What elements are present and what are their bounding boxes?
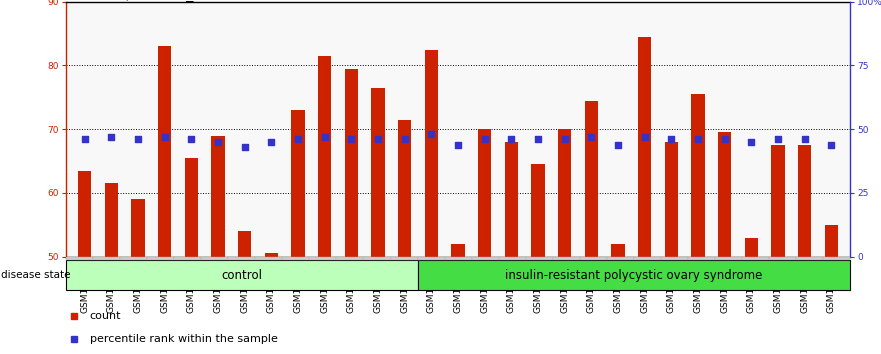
Bar xyxy=(185,158,198,257)
Point xyxy=(371,137,385,142)
Point xyxy=(397,137,411,142)
Point xyxy=(825,142,839,147)
Text: count: count xyxy=(90,311,121,321)
Bar xyxy=(665,142,678,257)
Point xyxy=(344,137,359,142)
Bar xyxy=(688,257,715,260)
Point xyxy=(211,139,226,145)
Bar xyxy=(337,257,364,260)
Point xyxy=(184,137,198,142)
Bar xyxy=(505,142,518,257)
Text: GDS3104 / 216357_at: GDS3104 / 216357_at xyxy=(66,0,209,1)
Bar xyxy=(292,110,305,257)
Point xyxy=(771,137,785,142)
Bar xyxy=(418,260,850,290)
Bar xyxy=(585,101,598,257)
Bar xyxy=(526,257,552,260)
Point xyxy=(691,137,705,142)
Bar xyxy=(607,257,633,260)
Bar xyxy=(559,129,572,257)
Bar xyxy=(744,238,759,257)
Point xyxy=(478,137,492,142)
Point xyxy=(238,144,252,150)
Point xyxy=(451,142,465,147)
Text: insulin-resistant polycystic ovary syndrome: insulin-resistant polycystic ovary syndr… xyxy=(505,269,763,282)
Bar xyxy=(78,171,92,257)
Bar xyxy=(372,88,385,257)
Bar xyxy=(66,257,93,260)
Bar xyxy=(451,244,465,257)
Bar xyxy=(742,257,769,260)
Bar xyxy=(93,257,120,260)
Bar xyxy=(692,94,705,257)
Bar xyxy=(580,257,607,260)
Point xyxy=(798,137,812,142)
Bar xyxy=(228,257,255,260)
Bar xyxy=(255,257,283,260)
Bar xyxy=(283,257,309,260)
Bar xyxy=(611,244,625,257)
Bar xyxy=(552,257,580,260)
Bar xyxy=(478,129,492,257)
Bar xyxy=(131,199,144,257)
Bar xyxy=(418,257,445,260)
Point xyxy=(158,134,172,140)
Point xyxy=(318,134,332,140)
Bar xyxy=(796,257,823,260)
Bar xyxy=(445,257,471,260)
Point xyxy=(584,134,598,140)
Bar xyxy=(201,257,228,260)
Point xyxy=(558,137,572,142)
Point xyxy=(505,137,519,142)
Point xyxy=(531,137,545,142)
Bar xyxy=(638,37,651,257)
Bar xyxy=(798,145,811,257)
Bar xyxy=(398,120,411,257)
Point xyxy=(291,137,305,142)
Bar xyxy=(425,50,438,257)
Bar xyxy=(661,257,688,260)
Bar xyxy=(633,257,661,260)
Point xyxy=(718,137,732,142)
Bar xyxy=(471,257,499,260)
Bar xyxy=(309,257,337,260)
Point xyxy=(131,137,145,142)
Bar xyxy=(825,225,838,257)
Bar xyxy=(105,183,118,257)
Bar xyxy=(174,257,201,260)
Bar xyxy=(364,257,390,260)
Bar xyxy=(66,260,418,290)
Bar xyxy=(120,257,147,260)
Bar xyxy=(715,257,742,260)
Text: disease state: disease state xyxy=(1,270,70,280)
Text: percentile rank within the sample: percentile rank within the sample xyxy=(90,334,278,344)
Point xyxy=(638,134,652,140)
Text: control: control xyxy=(221,269,263,282)
Point xyxy=(664,137,678,142)
Bar xyxy=(147,257,174,260)
Bar xyxy=(318,56,331,257)
Bar xyxy=(390,257,418,260)
Bar xyxy=(718,132,731,257)
Point xyxy=(264,139,278,145)
Point xyxy=(744,139,759,145)
Bar xyxy=(769,257,796,260)
Bar xyxy=(772,145,785,257)
Bar xyxy=(499,257,526,260)
Bar xyxy=(344,69,358,257)
Bar xyxy=(211,136,225,257)
Point xyxy=(611,142,626,147)
Bar xyxy=(238,231,251,257)
Bar xyxy=(823,257,850,260)
Point xyxy=(78,137,92,142)
Point xyxy=(104,134,118,140)
Bar xyxy=(158,46,172,257)
Bar xyxy=(531,164,544,257)
Bar xyxy=(265,253,278,257)
Point xyxy=(425,131,439,137)
